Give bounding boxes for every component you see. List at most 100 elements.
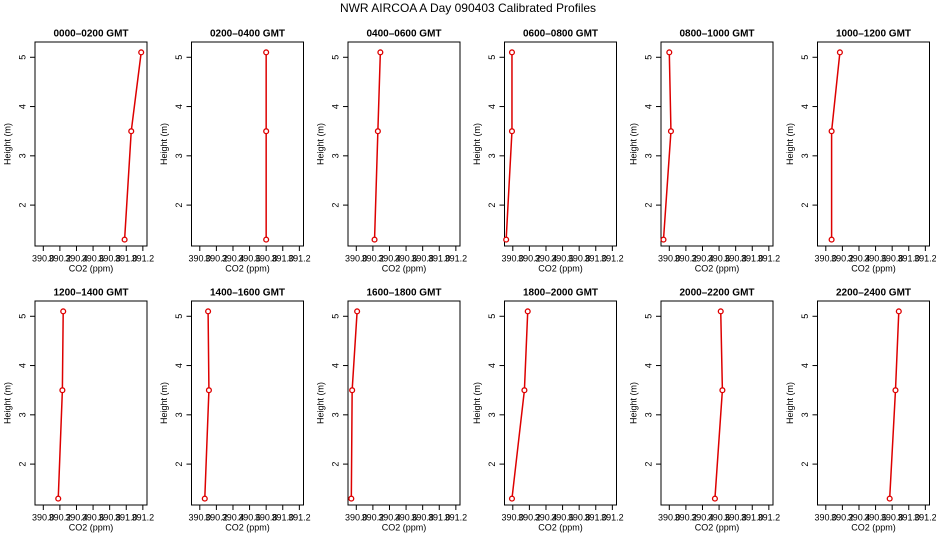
x-tick-label: 390.6: [238, 512, 261, 522]
panel-title: 0400–0600 GMT: [366, 29, 441, 40]
x-tick-label: 390.0: [658, 512, 681, 522]
x-tick-label: 390.0: [815, 253, 838, 263]
x-tick-label: 390.8: [881, 253, 904, 263]
data-point: [377, 49, 384, 56]
y-tick-label: 5: [174, 314, 184, 319]
y-tick-label: 2: [487, 203, 497, 208]
panel-title: 0800–1000 GMT: [679, 29, 754, 40]
y-tick-label: 2: [174, 203, 184, 208]
panel-title: 1800–2000 GMT: [523, 288, 598, 299]
x-tick-label: 390.2: [362, 512, 385, 522]
y-tick-label: 5: [330, 314, 340, 319]
y-tick-label: 5: [174, 55, 184, 60]
x-tick-label: 390.0: [189, 512, 212, 522]
x-tick-label: 391.2: [445, 253, 468, 263]
y-tick-label: 4: [800, 104, 810, 109]
x-tick-label: 390.4: [691, 512, 714, 522]
plot-frame: [191, 41, 304, 247]
data-point: [719, 387, 726, 394]
x-axis-label: CO2 (ppm): [538, 263, 583, 273]
plot-frame: [34, 41, 148, 247]
x-tick-label: 390.4: [222, 253, 245, 263]
y-tick-label: 5: [643, 314, 653, 319]
data-point: [121, 236, 128, 243]
x-tick-label: 390.2: [362, 253, 385, 263]
data-point: [660, 236, 667, 243]
y-tick-label: 3: [643, 412, 653, 417]
x-tick-label: 390.2: [675, 512, 698, 522]
x-tick-label: 390.0: [32, 253, 55, 263]
panel-title: 2000–2200 GMT: [679, 288, 754, 299]
x-tick-label: 390.4: [535, 512, 558, 522]
data-point: [667, 128, 675, 135]
data-point: [828, 236, 835, 243]
data-point: [205, 387, 212, 394]
x-tick-label: 390.0: [815, 512, 838, 522]
y-tick-label: 4: [800, 363, 810, 368]
data-point: [55, 495, 62, 502]
x-tick-label: 390.2: [49, 253, 72, 263]
x-tick-label: 390.2: [518, 512, 541, 522]
data-point: [60, 308, 67, 315]
data-point: [371, 236, 378, 243]
y-axis-label: Height (m): [628, 123, 638, 165]
data-point: [524, 308, 531, 315]
data-point: [348, 495, 355, 502]
data-point: [503, 236, 510, 243]
panel-title: 2200–2400 GMT: [836, 288, 911, 299]
panel-title: 1600–1800 GMT: [366, 288, 441, 299]
x-tick-label: 391.2: [132, 253, 155, 263]
x-tick-label: 390.8: [568, 512, 591, 522]
y-tick-label: 2: [330, 203, 340, 208]
y-tick-label: 3: [174, 153, 184, 158]
y-tick-label: 2: [487, 462, 497, 467]
plot-frame: [347, 41, 461, 247]
x-tick-label: 391.0: [115, 253, 138, 263]
data-point: [128, 128, 135, 135]
y-axis-label: Height (m): [2, 123, 12, 165]
x-tick-label: 391.2: [601, 253, 624, 263]
x-tick-label: 390.2: [831, 512, 854, 522]
x-tick-label: 391.2: [758, 512, 781, 522]
x-tick-label: 390.6: [238, 253, 261, 263]
y-tick-label: 2: [330, 462, 340, 467]
data-point: [201, 495, 208, 502]
x-tick-label: 390.6: [551, 512, 574, 522]
x-tick-label: 390.0: [345, 253, 368, 263]
y-tick-label: 3: [17, 153, 27, 158]
x-tick-label: 390.8: [724, 253, 747, 263]
x-tick-label: 390.6: [82, 512, 105, 522]
x-tick-label: 391.2: [445, 512, 468, 522]
x-tick-label: 390.4: [848, 512, 871, 522]
y-tick-label: 5: [487, 314, 497, 319]
data-point: [666, 49, 673, 56]
x-tick-label: 390.2: [518, 253, 541, 263]
y-tick-label: 2: [17, 462, 27, 467]
x-tick-label: 390.8: [568, 253, 591, 263]
x-tick-label: 391.2: [288, 253, 311, 263]
data-point: [59, 387, 66, 394]
x-tick-label: 391.0: [741, 512, 764, 522]
y-tick-label: 3: [800, 153, 810, 158]
x-tick-label: 390.6: [551, 253, 574, 263]
plot-frame: [817, 41, 930, 247]
data-point: [886, 495, 893, 502]
x-axis-label: CO2 (ppm): [382, 263, 427, 273]
y-tick-label: 4: [643, 104, 653, 109]
x-tick-label: 391.0: [271, 512, 294, 522]
x-tick-label: 390.2: [675, 253, 698, 263]
y-tick-label: 3: [643, 153, 653, 158]
x-tick-label: 391.0: [271, 253, 294, 263]
x-tick-label: 390.2: [831, 253, 854, 263]
y-tick-label: 2: [800, 203, 810, 208]
x-tick-label: 391.2: [914, 253, 936, 263]
x-tick-label: 391.2: [914, 512, 936, 522]
y-axis-label: Height (m): [159, 123, 169, 165]
x-tick-label: 390.2: [49, 512, 72, 522]
panel-title: 0000–0200 GMT: [53, 29, 128, 40]
x-tick-label: 391.0: [897, 253, 920, 263]
x-tick-label: 390.4: [378, 512, 401, 522]
data-point: [374, 128, 381, 135]
x-axis-label: CO2 (ppm): [851, 263, 896, 273]
